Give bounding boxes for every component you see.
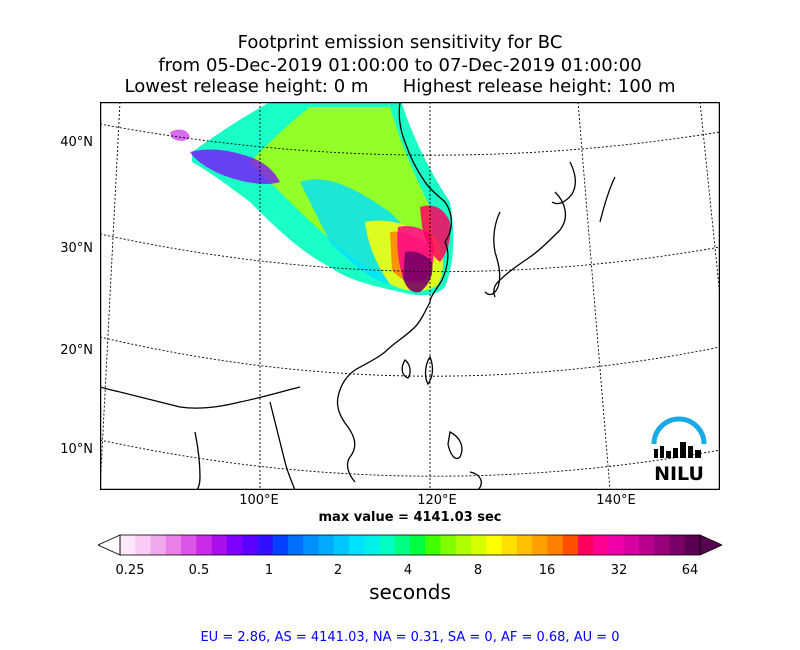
map-title-line-1: Footprint emission sensitivity for BC bbox=[237, 32, 563, 53]
colorbar bbox=[98, 534, 722, 556]
colorbar-cell bbox=[684, 535, 701, 555]
colorbar-cell bbox=[333, 535, 350, 555]
lon-label-140e: 140°E bbox=[596, 493, 636, 508]
colorbar-cell bbox=[135, 535, 151, 555]
nilu-logo-text: NILU bbox=[654, 463, 704, 484]
region-stats: EU = 2.86, AS = 4141.03, NA = 0.31, SA =… bbox=[200, 630, 620, 645]
colorbar-cell bbox=[318, 535, 335, 555]
lon-label-100e: 100°E bbox=[239, 493, 279, 508]
colorbar-cell bbox=[471, 535, 487, 555]
colorbar-cell bbox=[516, 535, 533, 555]
colorbar-cell bbox=[303, 535, 319, 555]
nilu-logo: NILU bbox=[651, 416, 707, 484]
colorbar-cell bbox=[226, 535, 243, 555]
colorbar-unit-label: seconds bbox=[369, 580, 451, 604]
colorbar-cell bbox=[211, 535, 228, 555]
colorbar-cell bbox=[486, 535, 502, 555]
colorbar-cell bbox=[120, 535, 136, 555]
colorbar-over-arrow bbox=[699, 534, 722, 556]
colorbar-cell bbox=[593, 535, 609, 555]
map-title-line-2: from 05-Dec-2019 01:00:00 to 07-Dec-2019… bbox=[158, 55, 642, 76]
colorbar-tick-label: 0.25 bbox=[115, 563, 145, 578]
map-title-line-3: Lowest release height: 0 m Highest relea… bbox=[124, 76, 676, 97]
colorbar-tick-label: 8 bbox=[473, 563, 483, 578]
colorbar-tick-label: 32 bbox=[610, 563, 628, 578]
colorbar-tick-label: 64 bbox=[681, 563, 699, 578]
colorbar-cell bbox=[669, 535, 686, 555]
colorbar-cell bbox=[379, 535, 396, 555]
colorbar-tick-label: 2 bbox=[333, 563, 343, 578]
graticule bbox=[100, 102, 720, 490]
colorbar-cell bbox=[577, 535, 594, 555]
colorbar-cell bbox=[638, 535, 655, 555]
colorbar-cell bbox=[440, 535, 457, 555]
colorbar-cell bbox=[287, 535, 304, 555]
colorbar-cell bbox=[150, 535, 167, 555]
colorbar-under-arrow bbox=[98, 534, 121, 556]
lat-label-30n: 30°N bbox=[60, 241, 93, 256]
colorbar-cell bbox=[501, 535, 518, 555]
colorbar-cell bbox=[562, 535, 579, 555]
colorbar-tick-label: 4 bbox=[403, 563, 413, 578]
colorbar-cell bbox=[532, 535, 548, 555]
colorbar-tick-label: 1 bbox=[264, 563, 274, 578]
colorbar-cell bbox=[410, 535, 426, 555]
lon-label-120e: 120°E bbox=[417, 493, 457, 508]
colorbar-cell bbox=[623, 535, 640, 555]
colorbar-cell bbox=[165, 535, 182, 555]
colorbar-cell bbox=[394, 535, 411, 555]
colorbar-cell bbox=[364, 535, 380, 555]
map-panel bbox=[100, 102, 720, 490]
colorbar-cell bbox=[608, 535, 625, 555]
colorbar-cell bbox=[272, 535, 289, 555]
max-value-label: max value = 4141.03 sec bbox=[318, 510, 502, 525]
colorbar-tick-label: 0.5 bbox=[188, 563, 210, 578]
colorbar-cell bbox=[654, 535, 670, 555]
colorbar-cell bbox=[181, 535, 197, 555]
colorbar-tick-label: 16 bbox=[538, 563, 556, 578]
colorbar-cell bbox=[455, 535, 472, 555]
colorbar-cell bbox=[348, 535, 365, 555]
lat-label-10n: 10°N bbox=[60, 442, 93, 457]
colorbar-cell bbox=[257, 535, 274, 555]
lat-label-40n: 40°N bbox=[60, 135, 93, 150]
colorbar-cell bbox=[547, 535, 564, 555]
coastlines bbox=[100, 102, 616, 490]
lat-label-20n: 20°N bbox=[60, 343, 93, 358]
colorbar-cell bbox=[242, 535, 258, 555]
footprint-plume bbox=[170, 102, 454, 296]
colorbar-cell bbox=[196, 535, 212, 555]
colorbar-cell bbox=[425, 535, 441, 555]
